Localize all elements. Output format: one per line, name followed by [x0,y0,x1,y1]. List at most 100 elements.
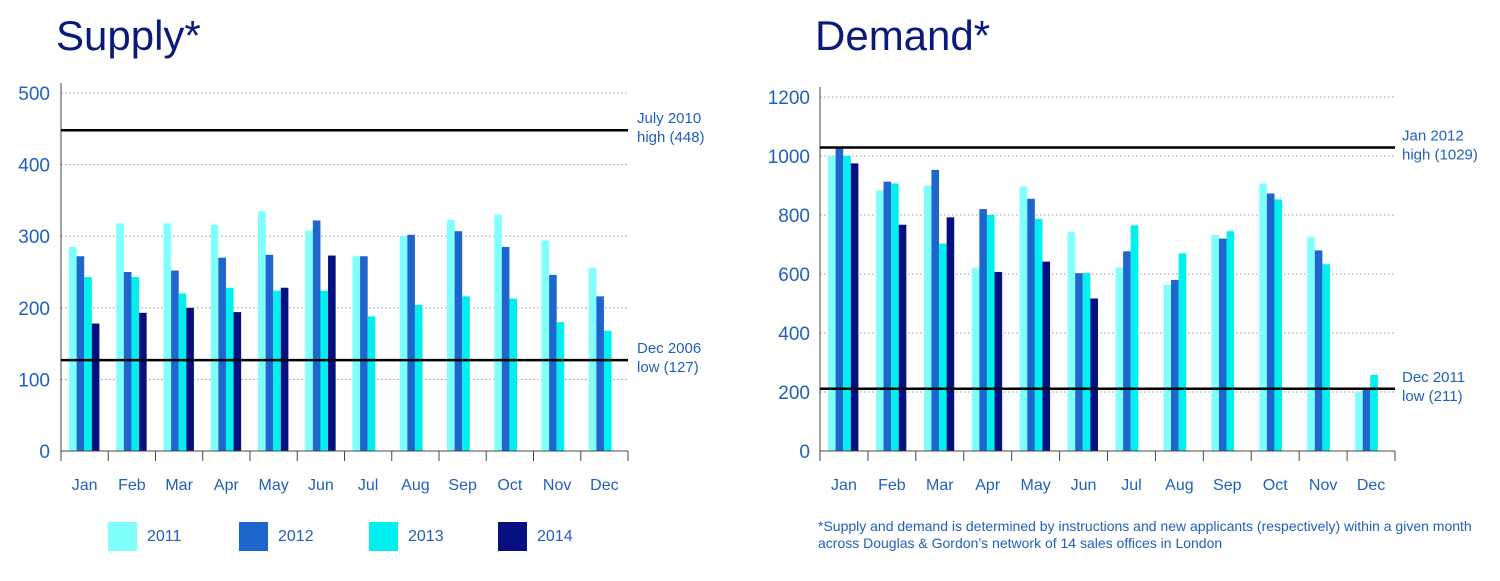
bar-2011-nov [1307,237,1315,451]
bar-2014-jan [850,163,859,451]
bar-2013-dec [1370,374,1378,451]
bar-2014-apr [994,271,1003,451]
y-tick-label: 600 [778,265,810,286]
bar-2012-aug [407,234,415,451]
bar-2012-aug [1171,279,1179,451]
bar-2011-oct [1259,183,1267,451]
bar-2013-nov [1322,264,1330,451]
bar-2013-jul [1130,225,1139,451]
x-tick-label: Oct [1263,477,1288,494]
legend-label-2011: 2011 [147,528,182,545]
x-tick-label: Aug [401,477,429,494]
bar-2011-jan [828,156,836,451]
x-tick-label: Mar [926,477,954,494]
bar-2013-apr [225,287,234,451]
supply-chart: 0 100 200 300 400 500 Jan Feb Mar Apr May Jun Jul Aug… [18,83,705,494]
bar-2013-jan [843,156,851,451]
bar-2012-nov [549,274,557,451]
bar-2011-sep [447,219,455,451]
bar-2013-aug [414,304,423,451]
bar-2014-mar [946,217,955,451]
bar-2013-may [273,290,281,451]
x-tick-label: Apr [975,477,1001,494]
y-tick-label: 500 [18,84,50,105]
bar-2012-apr [979,209,987,451]
bar-2013-nov [556,322,565,451]
bar-2011-sep [1211,235,1219,451]
bar-2014-feb [898,224,907,451]
reference-label: high (1029) [1402,146,1478,163]
bar-2013-sep [1226,231,1235,451]
bar-2013-mar [939,243,947,451]
x-tick-label: Jun [308,477,334,494]
bar-2011-jun [1067,232,1076,451]
bar-2012-sep [1218,238,1227,451]
y-tick-label: 200 [18,299,50,320]
reference-label: high (448) [637,129,705,146]
bar-2012-nov [1314,250,1323,451]
bar-2014-apr [233,312,242,451]
bar-2012-feb [883,181,892,452]
bar-2011-aug [399,236,408,451]
bar-2012-oct [501,246,510,451]
y-tick-label: 200 [778,383,810,404]
bar-2011-jul [352,256,361,451]
bar-2013-may [1034,218,1043,451]
x-tick-label: Nov [1309,477,1337,494]
bar-2012-jun [312,220,321,451]
footnote: *Supply and demand is determined by inst… [818,518,1472,551]
bar-2014-may [280,287,289,451]
bar-2013-jun [1082,273,1091,451]
bar-2014-jan [91,323,100,451]
legend-swatch-2011 [108,522,137,551]
x-tick-label: Apr [214,477,240,494]
bar-2013-feb [131,277,140,451]
y-tick-label: 100 [18,370,50,391]
bar-2011-jun [305,230,313,451]
x-tick-label: Feb [118,477,146,494]
x-tick-label: Feb [878,477,906,494]
bar-2011-mar [923,185,932,451]
reference-label: low (127) [637,359,699,376]
x-tick-label: Jan [72,477,98,494]
x-tick-label: Nov [543,477,571,494]
reference-label: July 2010 [637,110,701,127]
bar-2013-sep [462,296,470,451]
y-tick-label: 1000 [768,147,810,168]
x-tick-label: May [259,477,289,494]
bar-2012-jul [360,256,368,451]
bar-2011-feb [875,190,884,451]
bar-2011-feb [116,223,124,451]
bar-2011-aug [1163,284,1172,451]
bar-2011-mar [163,223,172,451]
bar-2012-jan [835,147,844,451]
bar-2013-feb [891,183,899,451]
y-tick-label: 300 [18,227,50,248]
bar-2013-aug [1178,253,1187,451]
x-tick-label: May [1021,477,1051,494]
bar-2011-may [258,211,266,451]
bar-2012-may [265,254,274,451]
x-tick-label: Jun [1071,477,1097,494]
bar-2011-apr [971,268,980,451]
bar-2013-mar [178,293,187,451]
x-tick-label: Oct [497,477,522,494]
bar-2013-jun [320,290,329,451]
reference-label: Dec 2006 [637,340,701,357]
bar-2013-jan [84,277,92,451]
bar-2013-oct [509,298,518,451]
y-tick-label: 400 [18,156,50,177]
bar-2012-jul [1123,251,1131,451]
bar-2012-oct [1266,193,1275,451]
bar-2012-sep [454,231,463,451]
bar-2012-jan [76,256,85,451]
x-tick-label: Mar [165,477,193,494]
bar-2013-oct [1274,199,1283,451]
x-tick-label: Jul [358,477,378,494]
bar-2014-mar [186,307,194,451]
supply-chart-title: Supply* [56,12,201,59]
x-tick-label: Aug [1165,477,1193,494]
bar-2014-jun [328,255,336,451]
bar-2011-nov [541,240,550,451]
bar-2014-may [1042,261,1051,451]
